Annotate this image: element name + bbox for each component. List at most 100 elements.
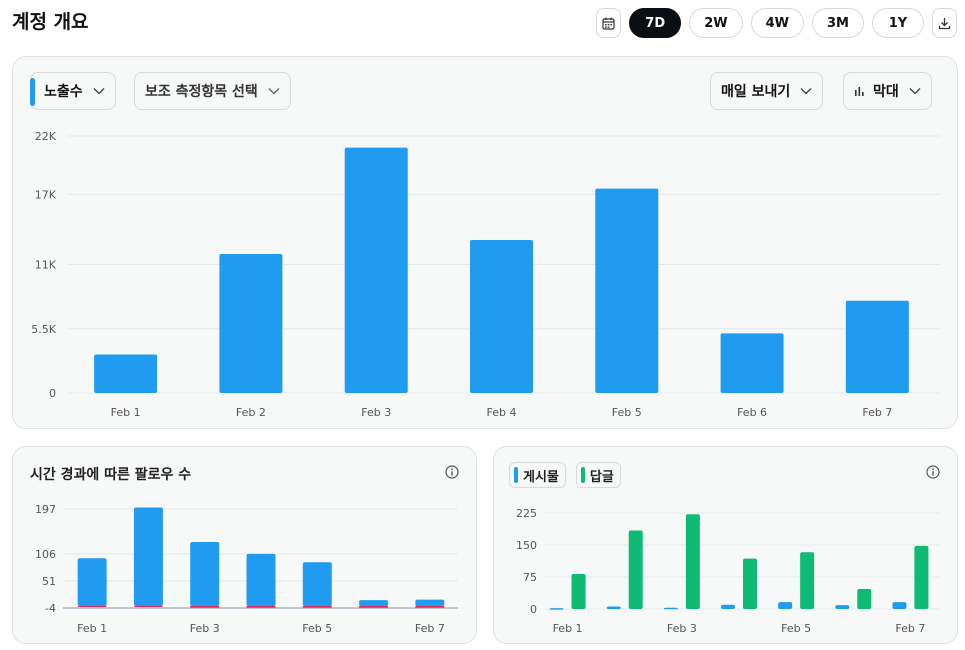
y-tick-label: 75 [523,571,537,584]
calendar-icon[interactable] [596,8,622,38]
bar [133,507,163,607]
posts-replies-chart: 0 75 150 225 Feb 1 Feb 3 Feb 5 Feb 7 [516,507,939,635]
chevron-down-icon [93,85,105,97]
bar [77,606,107,608]
range-4w-button[interactable]: 4W [750,8,804,38]
y-tick-label: 51 [42,575,56,588]
chevron-down-icon [909,85,921,97]
bar-negative [246,606,276,609]
bar-posts [549,608,564,610]
x-tick-label: Feb 4 [487,406,517,419]
download-icon[interactable] [932,8,957,38]
y-tick-label: 197 [35,503,56,516]
legend-swatch-replies [580,467,585,483]
x-tick-label: Feb 7 [895,622,925,635]
bar-posts [663,607,678,610]
range-1y-button[interactable]: 1Y [872,8,924,38]
x-tick-label: Feb 5 [612,406,642,419]
x-tick-label: Feb 6 [737,406,767,419]
y-tick-label: 150 [516,539,537,552]
legend-item-posts[interactable]: 게시물 [509,462,566,488]
bar [94,354,158,393]
bar-posts [721,604,735,609]
chart-legend: 게시물 답글 [509,462,631,488]
bar-negative [359,606,389,609]
secondary-metric-dropdown[interactable]: 보조 측정항목 선택 [134,72,291,110]
bar [344,147,408,393]
date-range-bar: 7D 2W 4W 3M 1Y [596,8,957,38]
x-tick-label: Feb 7 [415,622,445,635]
x-tick-label: Feb 1 [111,406,141,419]
x-tick-label: Feb 3 [361,406,391,419]
bar-replies [857,588,872,609]
followers-card-title: 시간 경과에 따른 팔로우 수 [30,467,192,483]
metric-accent [30,78,35,106]
export-daily-dropdown[interactable]: 매일 보내기 [710,72,824,110]
bar [302,562,332,607]
y-tick-label: 106 [35,548,56,561]
info-icon[interactable] [445,465,459,479]
bar [359,600,389,607]
impressions-card: 노출수 보조 측정항목 선택 매일 보내기 막대 0 5.5K 11K 17K 22K F… [12,56,958,429]
x-tick-label: Feb 7 [862,406,892,419]
bar-posts [835,605,850,609]
range-7d-button[interactable]: 7D [629,8,682,38]
bar [190,542,220,607]
legend-item-replies[interactable]: 답글 [575,462,621,488]
bar-negative [302,606,332,609]
bar-replies [628,530,643,609]
y-tick-label: 22K [35,130,57,143]
bar-posts [606,606,621,609]
bar [133,606,163,608]
legend-label-replies: 답글 [589,469,614,485]
x-tick-label: Feb 5 [781,622,811,635]
x-tick-label: Feb 1 [77,622,107,635]
chart-type-label: 막대 [873,84,899,100]
chevron-down-icon [800,85,812,97]
y-tick-label: 225 [516,507,537,520]
bar [77,558,107,607]
bar-replies [571,574,586,609]
y-tick-label: 0 [530,603,537,616]
legend-label-posts: 게시물 [523,469,559,485]
y-tick-label: 17K [35,188,57,201]
bar-replies [743,558,757,609]
bar [219,253,283,393]
bar-replies [685,514,700,609]
impressions-chart: 0 5.5K 11K 17K 22K Feb 1 Feb 2 Feb 3 Feb 4 Feb 5 F… [31,130,940,419]
x-tick-label: Feb 3 [190,622,220,635]
range-3m-button[interactable]: 3M [812,8,864,38]
chevron-down-icon [268,85,280,97]
bar [415,599,445,607]
legend-swatch-posts [514,467,518,483]
bar [845,300,909,393]
metric-dropdown[interactable]: 노출수 [30,72,116,110]
bar-replies [800,552,815,609]
range-2w-button[interactable]: 2W [689,8,743,38]
bar-replies [914,545,929,609]
y-tick-label: 11K [35,259,57,272]
page-title: 계정 개요 [12,11,89,33]
x-tick-label: Feb 2 [236,406,266,419]
bar-negative [415,606,445,609]
x-tick-label: Feb 3 [667,622,697,635]
y-tick-label: 0 [49,387,56,400]
chart-type-dropdown[interactable]: 막대 [843,72,932,110]
bar [470,239,533,393]
x-tick-label: Feb 1 [553,622,583,635]
bar [595,188,659,393]
bar-posts [778,602,793,609]
x-tick-label: Feb 5 [302,622,332,635]
secondary-metric-label: 보조 측정항목 선택 [145,84,258,100]
bar [720,333,784,393]
info-icon[interactable] [926,465,940,479]
bar [246,553,276,607]
export-label: 매일 보내기 [721,84,791,100]
posts-replies-card: 게시물 답글 0 75 150 225 Feb 1 Feb 3 Feb 5 Feb 7 [493,446,958,644]
bar-negative [190,606,220,609]
followers-card: 시간 경과에 따른 팔로우 수 -4 51 106 197 Feb 1 Feb 3 Feb … [12,446,477,644]
bar-chart-icon [854,86,865,97]
metric-label: 노출수 [44,84,83,100]
bar-posts [892,602,907,609]
followers-chart: -4 51 106 197 Feb 1 Feb 3 Feb 5 Feb 7 [35,503,458,635]
